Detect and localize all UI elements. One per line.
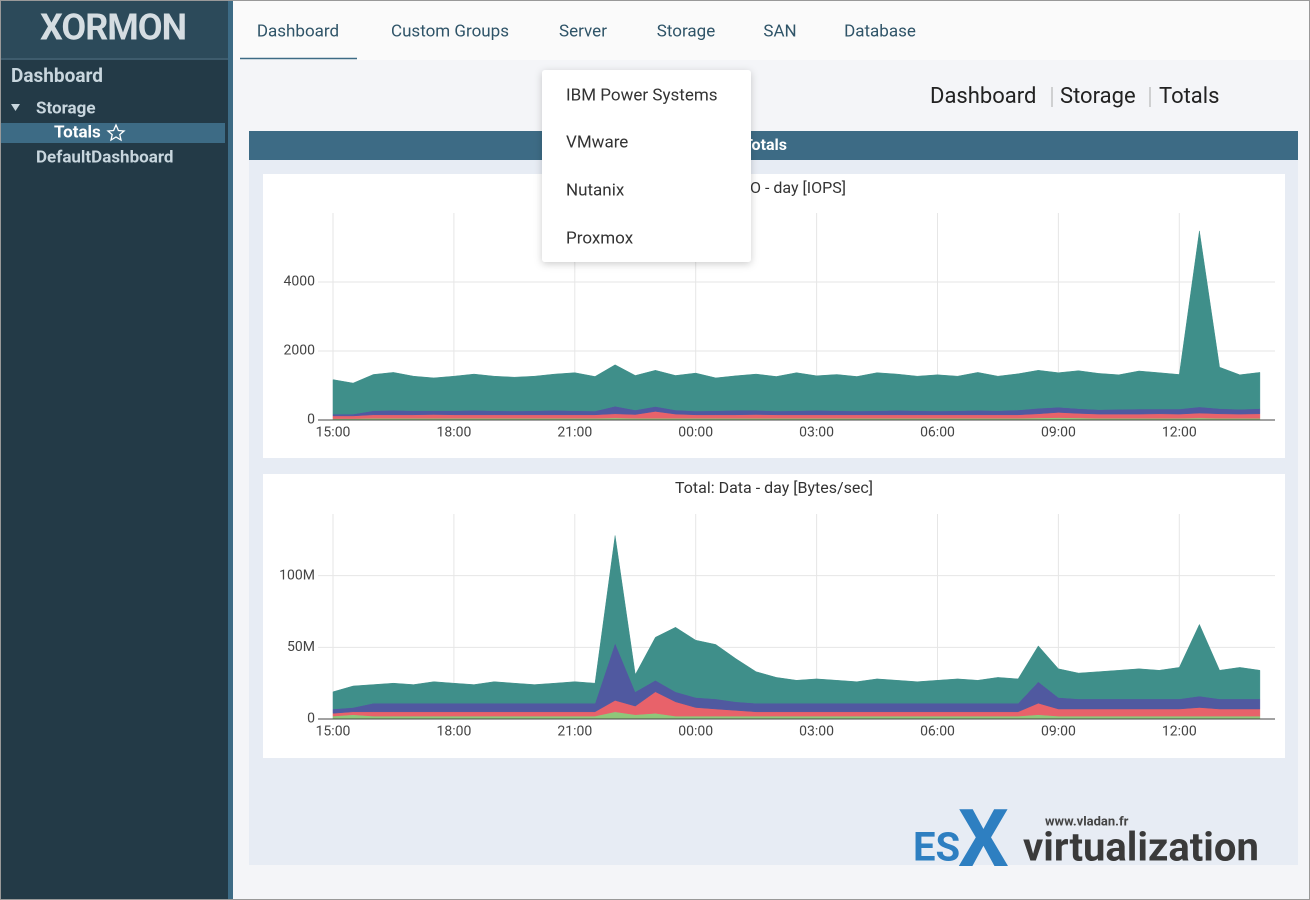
watermark-x: X xyxy=(958,792,1009,886)
x-tick-label: 09:00 xyxy=(1041,425,1076,441)
expand-icon[interactable] xyxy=(11,104,20,111)
x-tick-label: 06:00 xyxy=(920,425,955,441)
sidebar-title[interactable]: Dashboard xyxy=(11,64,103,87)
logo-area xyxy=(0,0,228,58)
sidebar-edge xyxy=(228,0,233,900)
x-tick-label: 00:00 xyxy=(678,425,713,441)
watermark-url: www.vladan.fr xyxy=(1045,814,1129,829)
x-tick-label: 03:00 xyxy=(799,724,834,740)
tab-bar xyxy=(233,0,1310,60)
favorite-icon[interactable] xyxy=(106,123,126,142)
sidebar xyxy=(0,0,228,900)
tree-item[interactable]: Storage xyxy=(36,98,96,118)
x-tick-label: 18:00 xyxy=(436,425,471,441)
tree-item[interactable]: DefaultDashboard xyxy=(36,147,173,167)
panel-header xyxy=(249,131,1298,160)
y-tick-label: 50M xyxy=(287,639,315,655)
tab[interactable]: Server xyxy=(559,21,607,41)
dropdown-box xyxy=(542,70,751,262)
logo: XORMON xyxy=(40,7,186,49)
area xyxy=(332,230,1261,415)
watermark-es: ES xyxy=(913,824,960,871)
breadcrumb[interactable]: Dashboard xyxy=(930,84,1036,109)
x-tick-label: 21:00 xyxy=(557,724,592,740)
dropdown-menu: IBM Power Systems VMware Nutanix Proxmox xyxy=(542,70,751,262)
x-tick-label: 09:00 xyxy=(1041,724,1076,740)
tab[interactable]: Database xyxy=(844,21,916,41)
y-tick-label: 0 xyxy=(307,412,315,428)
menu-item[interactable]: IBM Power Systems xyxy=(566,85,718,105)
x-tick-label: 21:00 xyxy=(557,425,592,441)
tab[interactable]: Custom Groups xyxy=(391,21,509,41)
x-tick-label: 06:00 xyxy=(920,724,955,740)
y-tick-label: 100M xyxy=(279,567,315,583)
menu-item[interactable]: VMware xyxy=(566,132,628,152)
tab[interactable]: SAN xyxy=(763,21,796,41)
tab[interactable]: Dashboard xyxy=(257,21,339,41)
tab[interactable]: Storage xyxy=(657,21,715,41)
menu-item[interactable]: Proxmox xyxy=(566,228,634,248)
y-tick-label: 4000 xyxy=(284,274,316,290)
chart-title: Total: Data - day [Bytes/sec] xyxy=(675,478,873,497)
x-tick-label: 12:00 xyxy=(1162,724,1197,740)
menu-item[interactable]: Nutanix xyxy=(566,180,625,200)
panel-title: Totals xyxy=(743,135,787,154)
x-tick-label: 03:00 xyxy=(799,425,834,441)
x-tick-label: 00:00 xyxy=(678,724,713,740)
tree-item[interactable]: Totals xyxy=(54,122,101,142)
y-tick-label: 2000 xyxy=(284,343,316,359)
x-tick-label: 18:00 xyxy=(436,724,471,740)
x-tick-label: 15:00 xyxy=(316,724,351,740)
x-tick-label: 12:00 xyxy=(1162,425,1197,441)
area xyxy=(332,535,1261,710)
y-tick-label: 0 xyxy=(307,711,315,727)
watermark-text: virtualization xyxy=(1023,824,1259,871)
selected-row xyxy=(0,123,225,143)
breadcrumb[interactable]: Storage xyxy=(1060,84,1136,109)
breadcrumb: Totals xyxy=(1159,84,1219,109)
x-tick-label: 15:00 xyxy=(316,425,351,441)
